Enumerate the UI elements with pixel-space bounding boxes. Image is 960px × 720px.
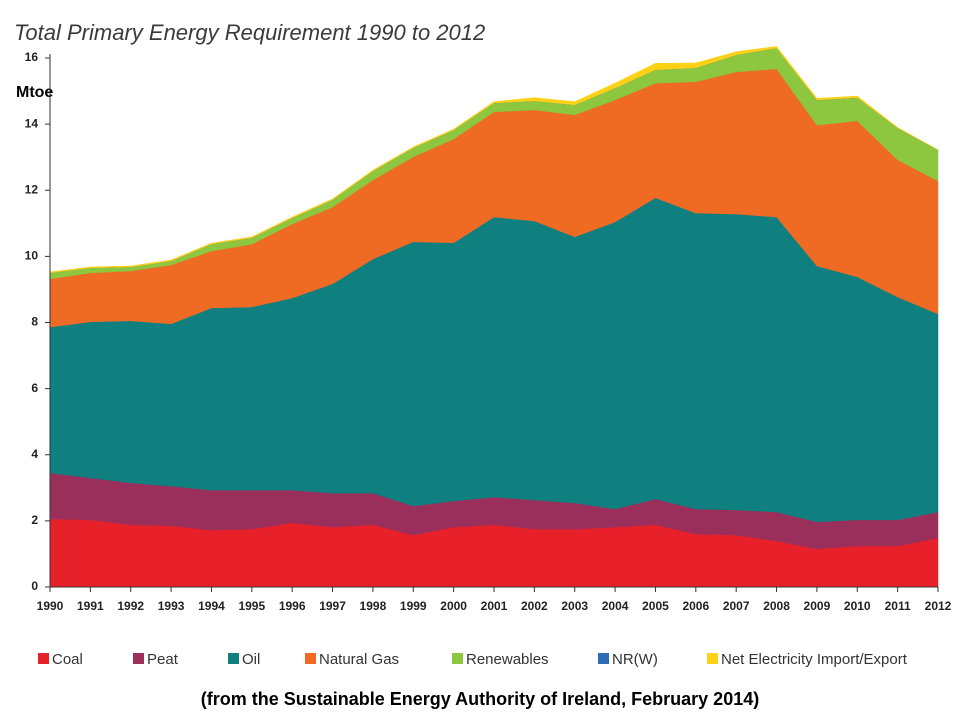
x-tick-label: 1993 (158, 599, 185, 613)
x-tick-label: 2002 (521, 599, 548, 613)
x-tick-label: 2009 (804, 599, 831, 613)
y-tick-label: 12 (25, 182, 39, 196)
y-tick-label: 2 (31, 513, 38, 527)
x-tick-label: 1992 (117, 599, 144, 613)
x-tick-label: 2010 (844, 599, 871, 613)
x-tick-label: 2008 (763, 599, 790, 613)
x-tick-label: 2003 (561, 599, 588, 613)
legend-swatch (133, 653, 144, 664)
x-tick-label: 1996 (279, 599, 306, 613)
y-tick-label: 0 (31, 579, 38, 593)
legend-swatch (452, 653, 463, 664)
x-tick-label: 2004 (602, 599, 629, 613)
x-tick-label: 1990 (37, 599, 64, 613)
x-tick-label: 2005 (642, 599, 669, 613)
x-tick-label: 2006 (682, 599, 709, 613)
chart-title: Total Primary Energy Requirement 1990 to… (14, 20, 485, 45)
legend-label: NR(W) (612, 651, 658, 668)
footnote: (from the Sustainable Energy Authority o… (201, 689, 759, 709)
y-tick-label: 16 (25, 50, 39, 64)
y-tick-label: 6 (31, 381, 38, 395)
x-tick-label: 1997 (319, 599, 346, 613)
x-tick-label: 2007 (723, 599, 750, 613)
legend-swatch (598, 653, 609, 664)
legend-label: Coal (52, 651, 83, 668)
legend-label: Oil (242, 651, 260, 668)
y-tick-label: 4 (31, 447, 38, 461)
x-tick-label: 1995 (238, 599, 265, 613)
x-tick-label: 2011 (885, 599, 911, 613)
x-tick-label: 2000 (440, 599, 467, 613)
y-axis-label: Mtoe (16, 84, 53, 101)
legend-label: Peat (147, 651, 179, 668)
legend-label: Natural Gas (319, 651, 399, 668)
x-tick-label: 1999 (400, 599, 427, 613)
y-tick-label: 8 (31, 315, 38, 329)
y-tick-label: 10 (25, 249, 39, 263)
legend-swatch (707, 653, 718, 664)
legend-swatch (228, 653, 239, 664)
area (49, 46, 939, 274)
x-tick-label: 1998 (360, 599, 387, 613)
y-tick-label: 14 (25, 116, 39, 130)
x-tick-label: 2001 (481, 599, 508, 613)
legend-label: Renewables (466, 651, 549, 668)
legend-swatch (305, 653, 316, 664)
legend-swatch (38, 653, 49, 664)
x-tick-label: 2012 (925, 599, 952, 613)
x-tick-label: 1991 (77, 599, 104, 613)
legend-label: Net Electricity Import/Export (721, 651, 908, 668)
x-tick-label: 1994 (198, 599, 225, 613)
